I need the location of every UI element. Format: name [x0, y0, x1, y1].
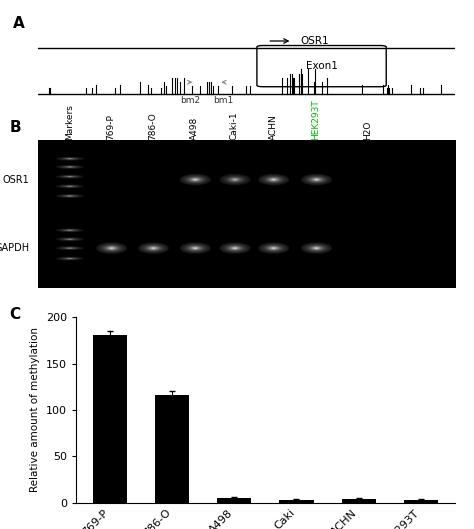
Text: OSR1: OSR1 — [301, 36, 329, 46]
Bar — [155, 395, 189, 503]
Text: A498: A498 — [190, 117, 199, 140]
Text: 786-O: 786-O — [148, 113, 157, 140]
Text: OSR1: OSR1 — [3, 175, 29, 185]
Text: bm2: bm2 — [181, 96, 201, 105]
Text: GAPDH: GAPDH — [0, 243, 29, 253]
Y-axis label: Relative amount of methylation: Relative amount of methylation — [30, 327, 40, 492]
Text: HEK293T: HEK293T — [311, 99, 320, 140]
Text: Markers: Markers — [65, 104, 73, 140]
Bar — [279, 500, 314, 503]
Text: Caki-1: Caki-1 — [229, 112, 238, 140]
FancyBboxPatch shape — [257, 45, 386, 87]
Bar — [342, 499, 376, 503]
Text: ACHN: ACHN — [269, 114, 278, 140]
Bar — [404, 500, 438, 503]
Text: 769-P: 769-P — [107, 114, 115, 140]
Text: B: B — [9, 120, 21, 135]
Bar — [93, 335, 127, 503]
Text: C: C — [9, 307, 20, 322]
Text: A: A — [13, 16, 25, 31]
Text: Exon1: Exon1 — [306, 61, 337, 71]
Bar — [217, 498, 252, 503]
Text: H2O: H2O — [363, 121, 372, 140]
Text: bm1: bm1 — [213, 96, 233, 105]
